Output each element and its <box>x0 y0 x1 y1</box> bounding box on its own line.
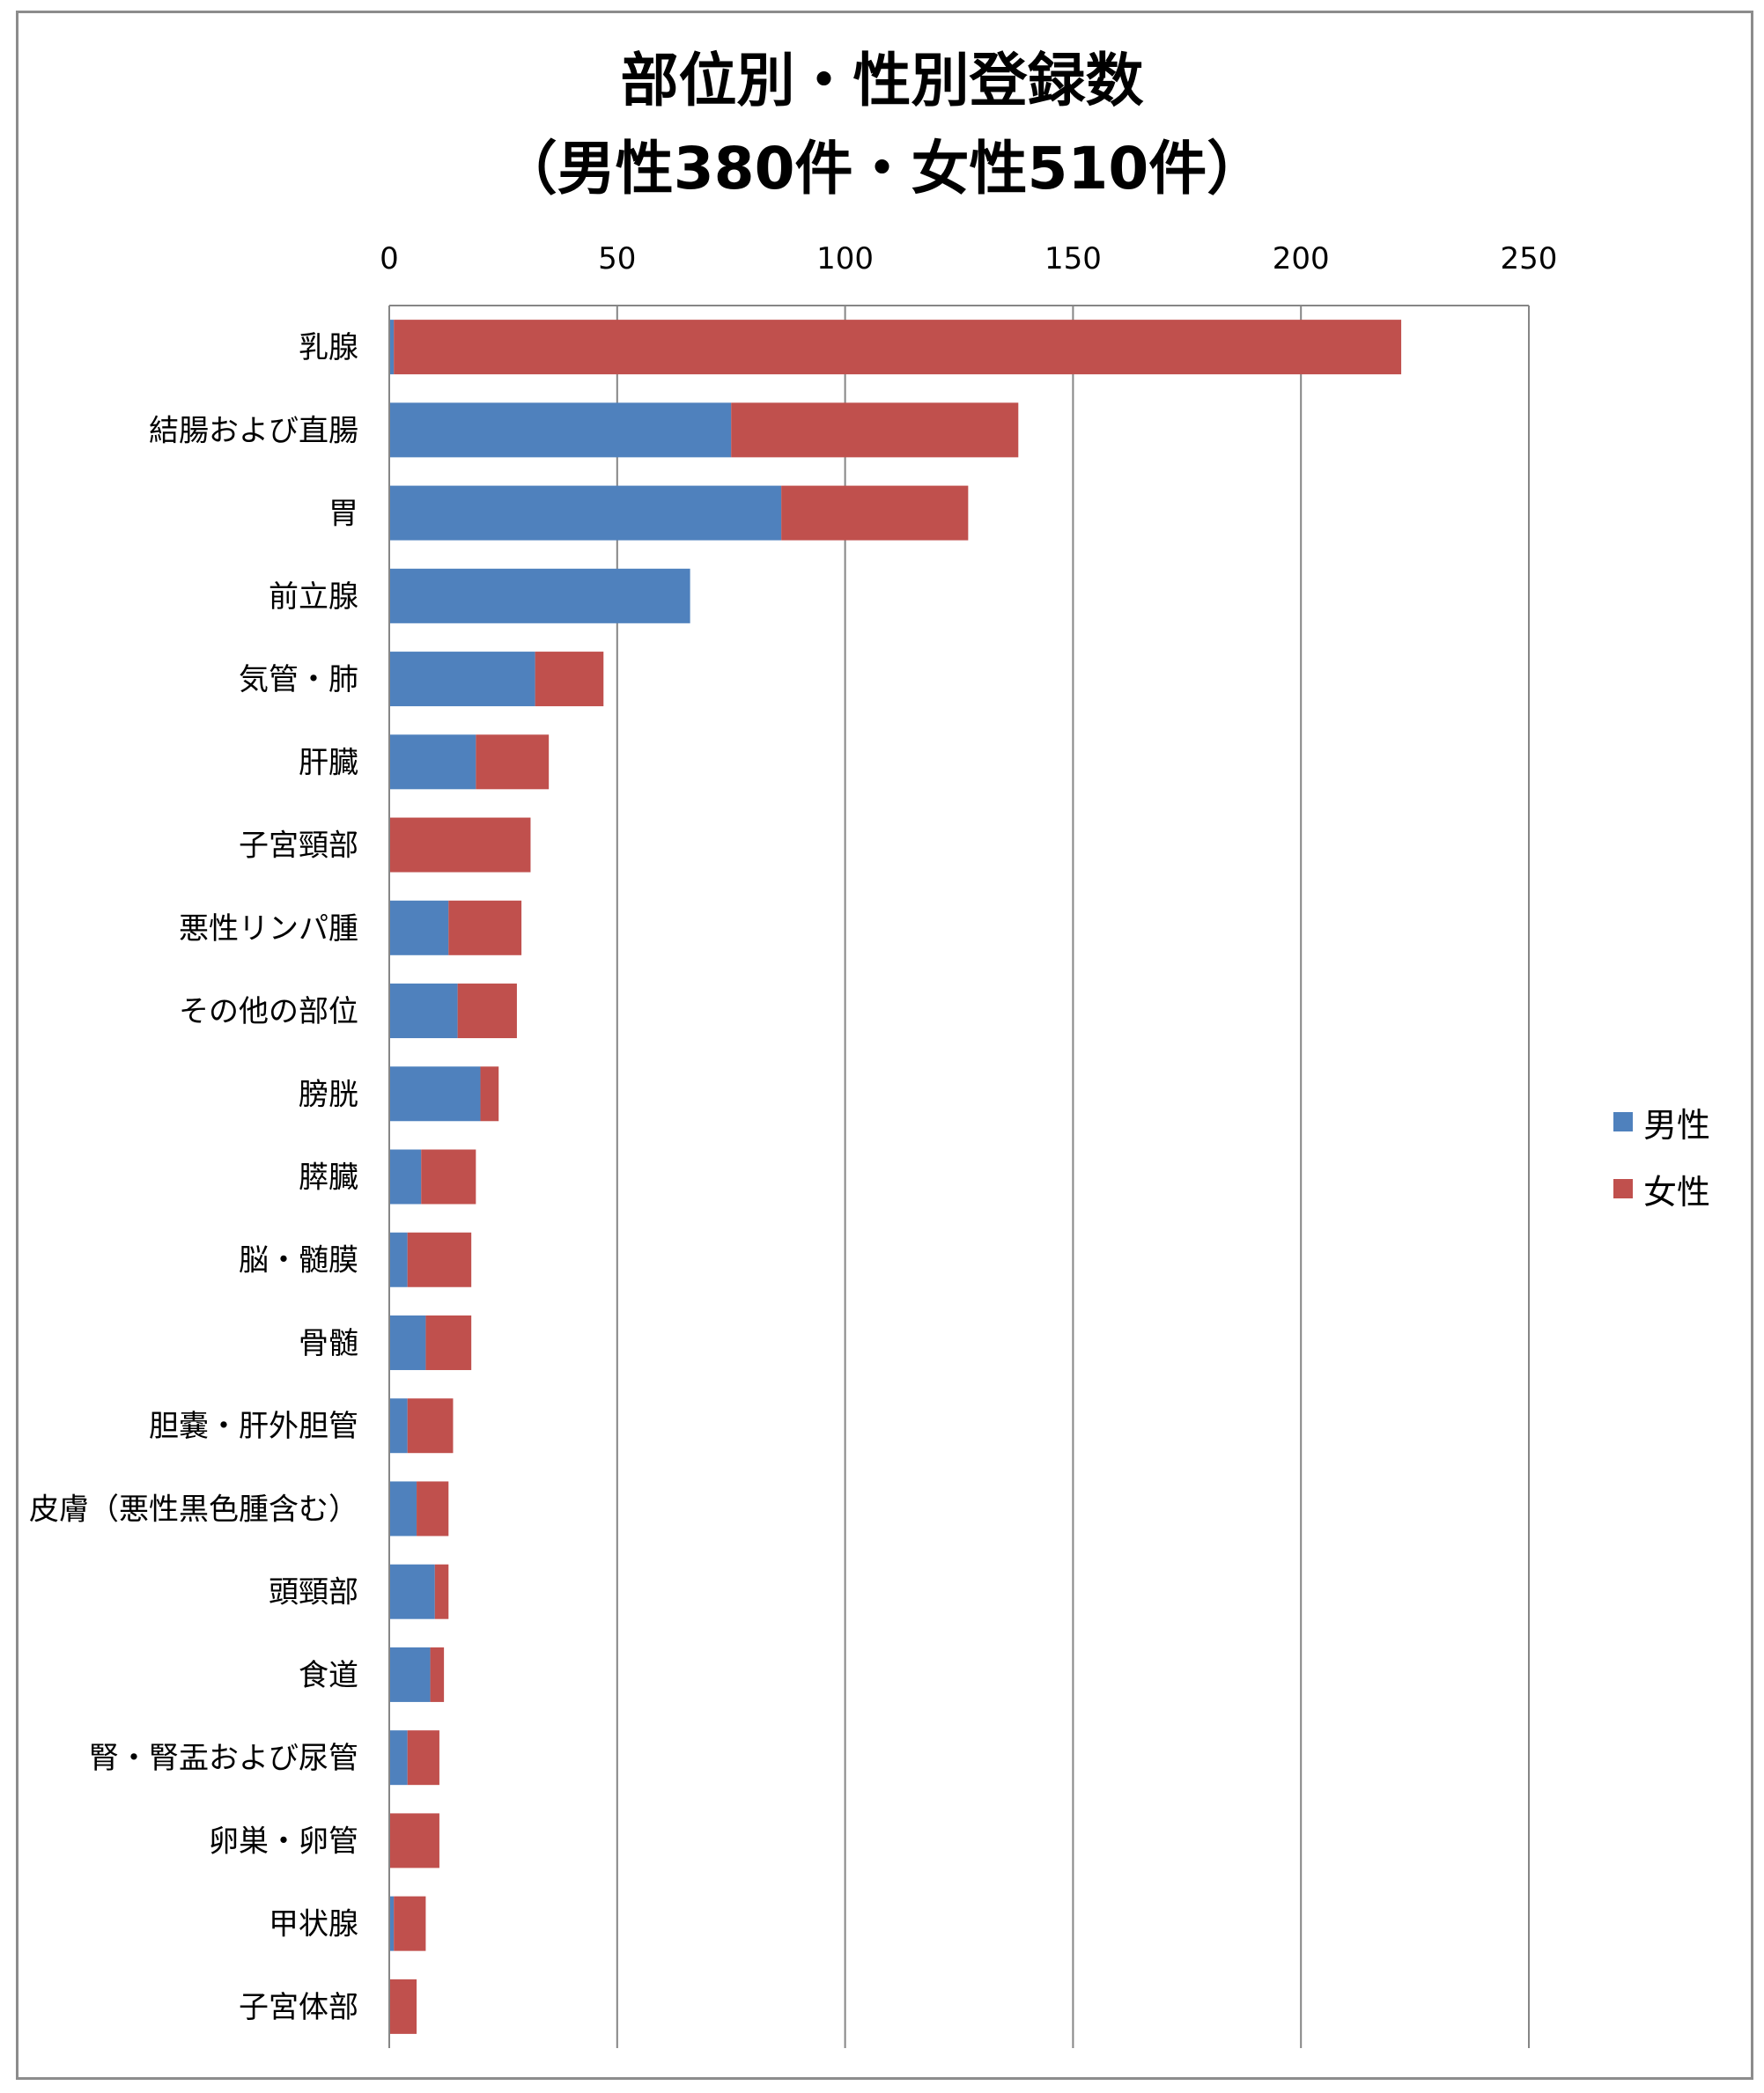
legend-label-male: 男性 <box>1643 1105 1711 1145</box>
legend-swatch-female <box>1613 1179 1633 1198</box>
bar-female-0 <box>394 320 1402 375</box>
bar-female-14 <box>417 1481 449 1537</box>
bar-female-2 <box>781 485 969 541</box>
category-label-3: 前立腺 <box>269 579 358 615</box>
bar-female-15 <box>434 1564 449 1619</box>
legend-item-male: 男性 <box>1613 1088 1710 1155</box>
category-label-12: 骨髄 <box>299 1326 358 1361</box>
category-label-0: 乳腺 <box>299 330 358 365</box>
bar-male-19 <box>389 1896 395 1951</box>
category-label-2: 胃 <box>328 497 358 532</box>
bar-male-14 <box>389 1481 417 1537</box>
bar-female-4 <box>535 652 604 707</box>
bar-female-10 <box>421 1149 476 1205</box>
legend-label-female: 女性 <box>1643 1172 1711 1212</box>
category-label-7: 悪性リンパ腫 <box>179 911 358 947</box>
bar-male-7 <box>389 900 449 955</box>
bar-female-11 <box>407 1232 472 1287</box>
bar-male-9 <box>389 1066 481 1122</box>
chart-title-line2: （男性380件・女性510件） <box>498 135 1266 203</box>
x-tick-label-150: 150 <box>1044 241 1102 276</box>
category-label-20: 子宮体部 <box>239 1990 358 2025</box>
legend-item-female: 女性 <box>1613 1155 1710 1222</box>
bar-female-18 <box>389 1813 439 1868</box>
category-label-13: 胆嚢・肝外胆管 <box>149 1409 358 1444</box>
category-label-18: 卵巣・卵管 <box>209 1824 358 1859</box>
x-tick-label-0: 0 <box>380 241 399 276</box>
category-label-19: 甲状腺 <box>269 1907 358 1942</box>
bar-female-19 <box>394 1896 426 1951</box>
bar-female-13 <box>407 1398 454 1454</box>
category-label-16: 食道 <box>299 1658 358 1693</box>
x-tick-label-50: 50 <box>598 241 636 276</box>
bar-female-7 <box>448 900 522 955</box>
bar-male-4 <box>389 652 535 707</box>
bar-female-12 <box>425 1315 472 1370</box>
bar-male-1 <box>389 402 732 458</box>
bar-female-17 <box>407 1730 439 1786</box>
bar-male-13 <box>389 1398 408 1454</box>
bar-male-10 <box>389 1149 422 1205</box>
bar-female-5 <box>476 734 550 790</box>
bar-male-2 <box>389 485 782 541</box>
bar-male-15 <box>389 1564 435 1619</box>
category-label-10: 膵臓 <box>299 1161 358 1196</box>
category-label-1: 結腸および直腸 <box>149 413 358 448</box>
bar-male-17 <box>389 1730 408 1786</box>
category-label-9: 膀胱 <box>299 1077 358 1112</box>
bar-male-12 <box>389 1315 426 1370</box>
legend: 男性 女性 <box>1613 1088 1710 1222</box>
bar-male-3 <box>389 568 690 623</box>
bar-female-6 <box>389 817 531 873</box>
category-label-6: 子宮頸部 <box>239 829 358 864</box>
bar-male-16 <box>389 1647 431 1702</box>
bar-female-8 <box>457 984 517 1039</box>
bar-female-9 <box>480 1066 499 1122</box>
category-label-15: 頭頸部 <box>269 1575 358 1610</box>
bar-male-8 <box>389 984 458 1039</box>
category-label-4: 気管・肺 <box>239 662 358 697</box>
x-tick-label-100: 100 <box>816 241 874 276</box>
x-tick-label-200: 200 <box>1273 241 1330 276</box>
bar-female-1 <box>731 402 1019 458</box>
category-label-17: 腎・腎盂および尿管 <box>89 1741 358 1776</box>
legend-swatch-male <box>1613 1112 1633 1131</box>
x-tick-label-250: 250 <box>1501 241 1558 276</box>
bar-female-20 <box>389 1979 417 2034</box>
category-label-11: 脳・髄膜 <box>239 1243 358 1279</box>
category-label-5: 肝臓 <box>299 745 358 780</box>
bar-female-16 <box>430 1647 445 1702</box>
bar-male-11 <box>389 1232 408 1287</box>
bar-male-5 <box>389 734 476 790</box>
bar-male-0 <box>389 320 395 375</box>
category-label-8: その他の部位 <box>179 994 358 1029</box>
chart-title-line1: 部位別・性別登録数 <box>620 47 1144 114</box>
category-label-14: 皮膚（悪性黒色腫含む） <box>29 1492 358 1527</box>
